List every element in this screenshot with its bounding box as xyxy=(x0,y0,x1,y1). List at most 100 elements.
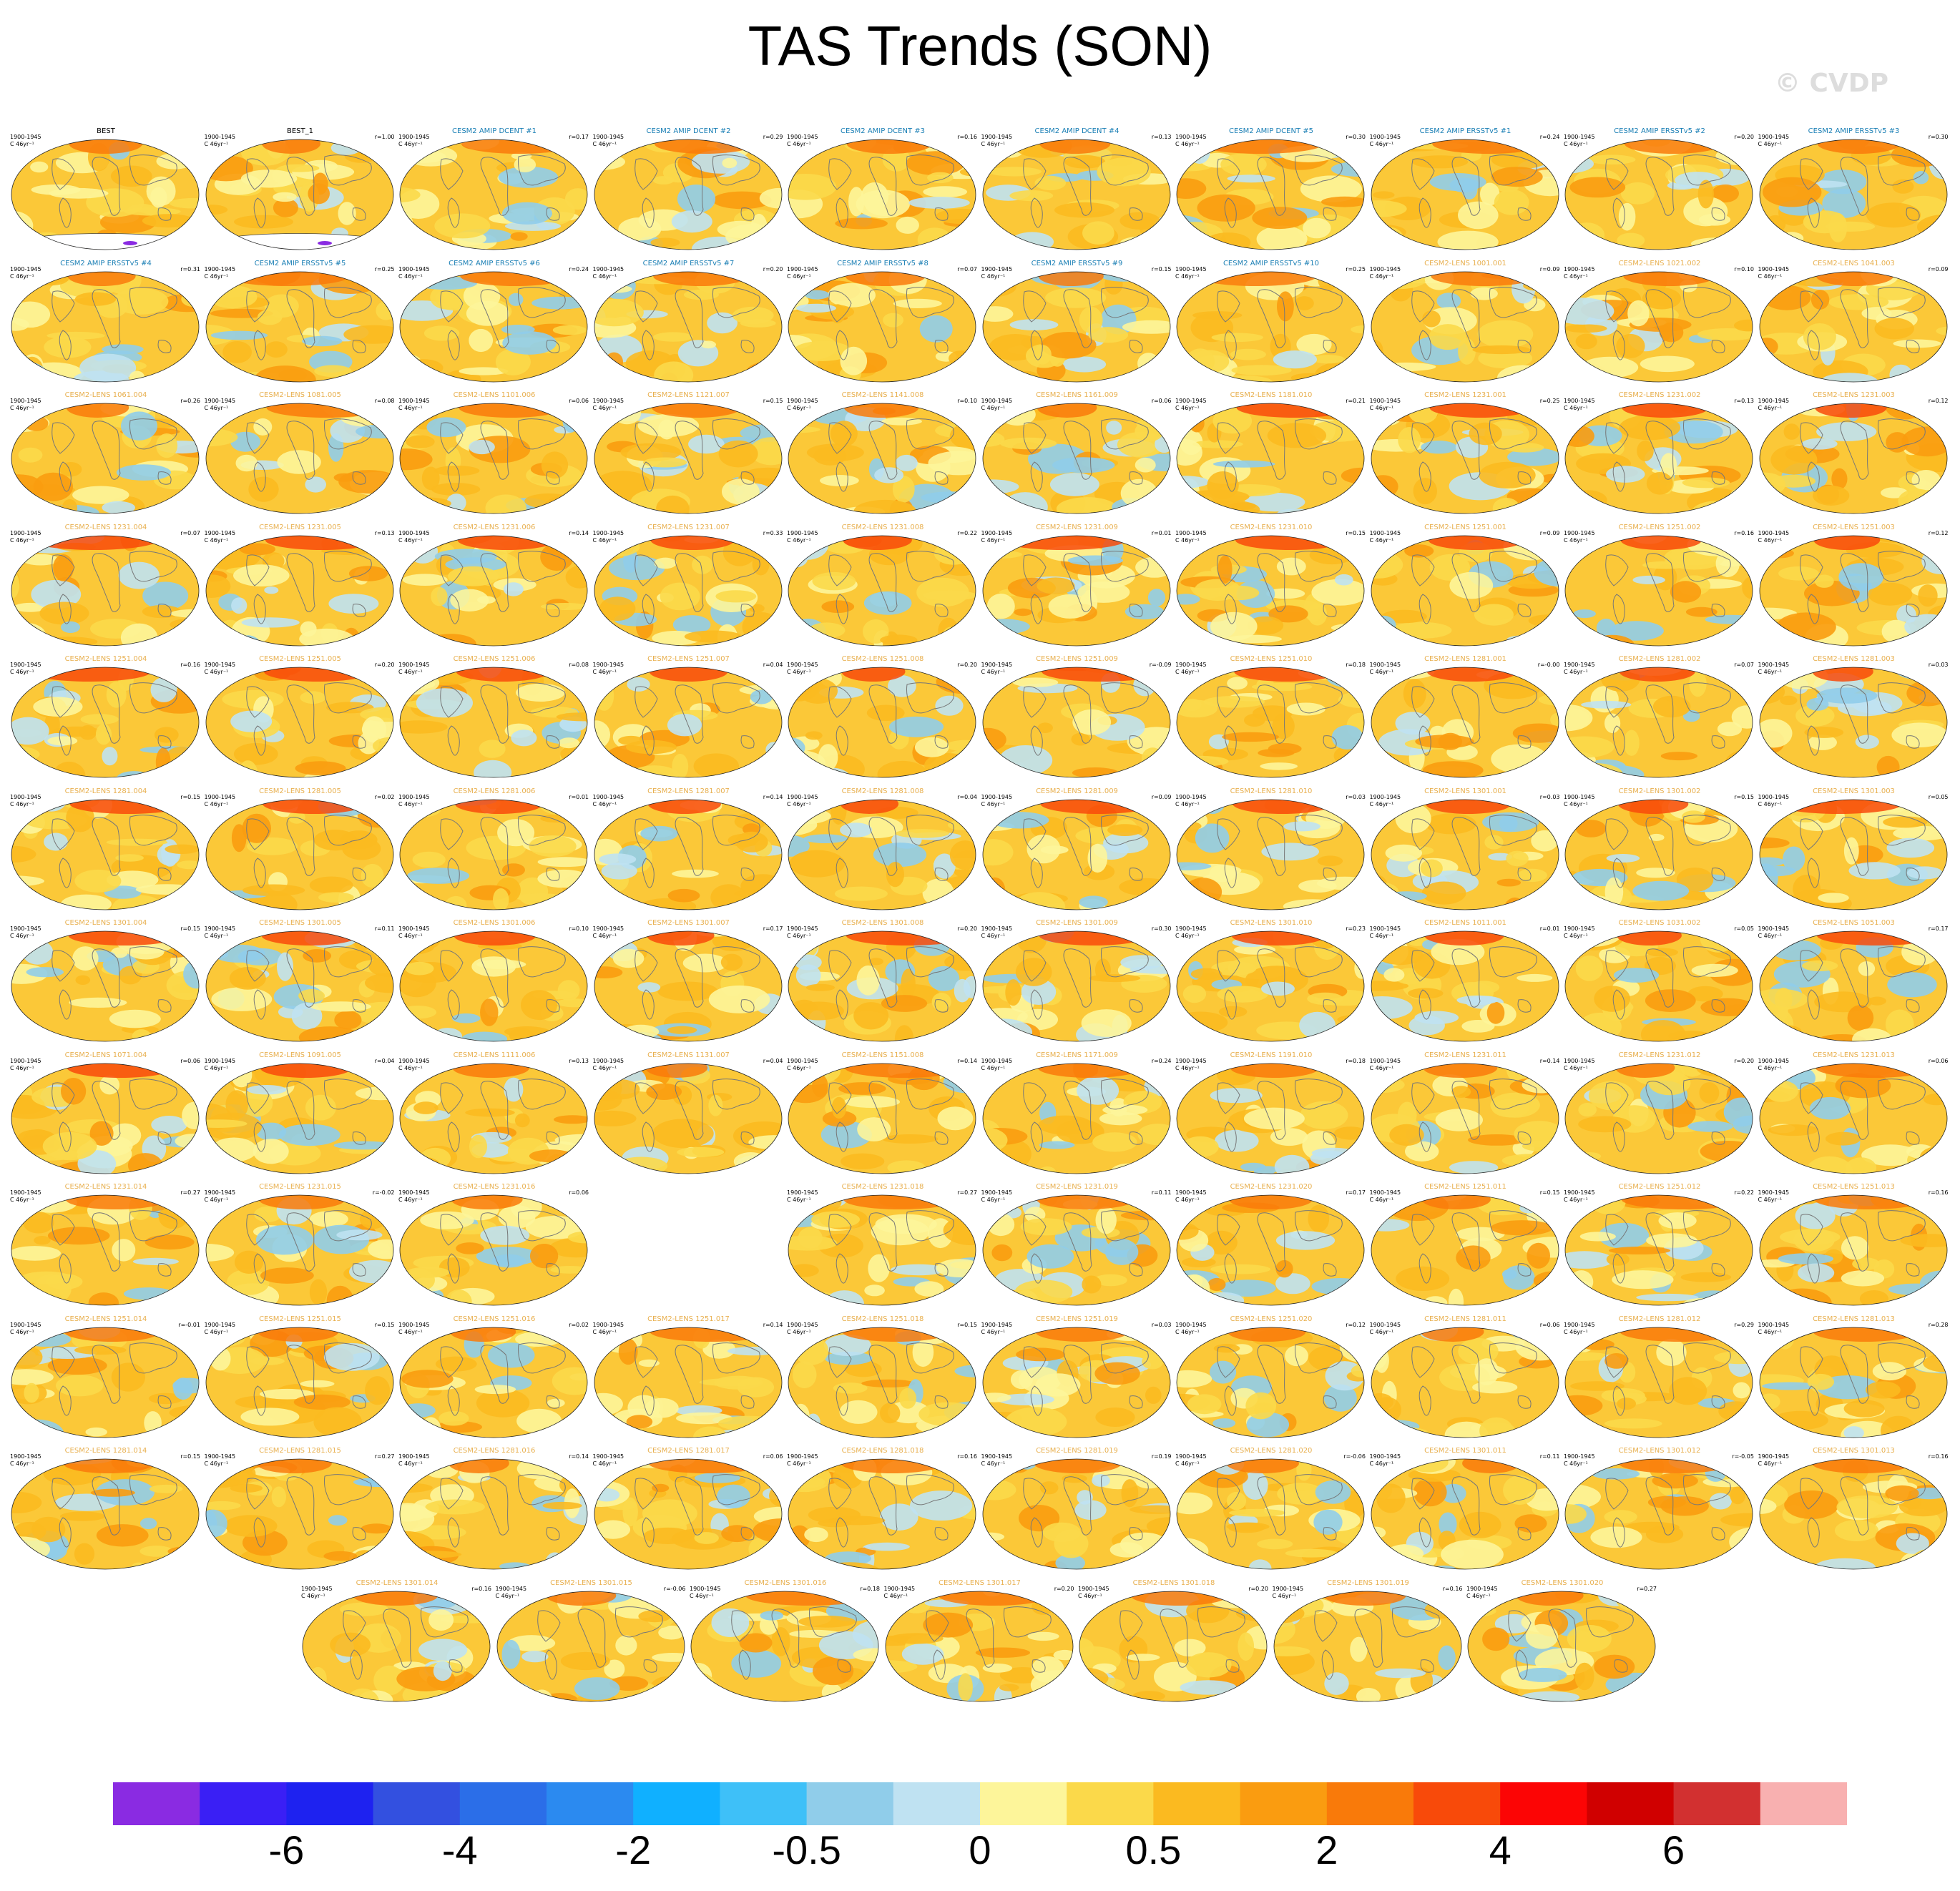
map-panel: CESM2-LENS 1231.016 1900-1945 C 46yr⁻¹ r=0… xyxy=(398,1183,590,1312)
trend-map xyxy=(788,1063,976,1174)
panel-period: 1900-1945 C 46yr⁻¹ xyxy=(1564,1057,1595,1071)
trend-map xyxy=(1759,930,1947,1042)
trend-map xyxy=(594,1327,782,1438)
map-panel: BEST 1900-1945 C 46yr⁻¹ xyxy=(10,127,202,256)
panel-period: 1900-1945 C 46yr⁻¹ xyxy=(204,134,236,147)
trend-map xyxy=(302,1591,491,1701)
map-panel: CESM2-LENS 1281.004 1900-1945 C 46yr⁻¹ r=0… xyxy=(10,787,202,916)
panel-title: CESM2-LENS 1101.006 xyxy=(453,391,536,399)
panel-title: CESM2-LENS 1231.014 xyxy=(64,1183,147,1191)
panel-period: 1900-1945 C 46yr⁻¹ xyxy=(1369,134,1401,147)
panel-period: 1900-1945 C 46yr⁻¹ xyxy=(592,1057,624,1071)
map-panel: CESM2 AMIP ERSSTv5 #10 1900-1945 C 46yr⁻¹… xyxy=(1175,260,1367,388)
panel-period: 1900-1945 C 46yr⁻¹ xyxy=(1369,925,1401,939)
panel-correlation: r=0.16 xyxy=(957,1453,977,1460)
trend-map xyxy=(1564,1194,1753,1306)
panel-title: CESM2-LENS 1231.005 xyxy=(259,523,341,531)
map-panel: CESM2 AMIP DCENT #5 1900-1945 C 46yr⁻¹ r=0… xyxy=(1175,127,1367,256)
panel-period: 1900-1945 C 46yr⁻¹ xyxy=(495,1585,527,1599)
panel-correlation: r=0.27 xyxy=(374,1453,395,1460)
panel-title: CESM2-LENS 1041.003 xyxy=(1813,259,1895,267)
panel-period: 1900-1945 C 46yr⁻¹ xyxy=(592,398,624,411)
panel-period: 1900-1945 C 46yr⁻¹ xyxy=(1175,1057,1207,1071)
panel-correlation: r=0.02 xyxy=(569,1321,589,1328)
panel-correlation: r=0.04 xyxy=(957,793,977,800)
panel-title: CESM2-LENS 1031.002 xyxy=(1618,919,1701,927)
map-panel: CESM2-LENS 1281.005 1900-1945 C 46yr⁻¹ r=0… xyxy=(205,787,396,916)
panel-period: 1900-1945 C 46yr⁻¹ xyxy=(10,265,41,280)
map-panel: CESM2-LENS 1111.006 1900-1945 C 46yr⁻¹ r=0… xyxy=(398,1051,590,1180)
trend-map xyxy=(1371,799,1559,910)
colorbar-swatch xyxy=(806,1782,894,1825)
trend-map xyxy=(11,667,200,778)
panel-correlation: r=0.16 xyxy=(180,662,200,668)
map-panel: CESM2-LENS 1301.016 1900-1945 C 46yr⁻¹ r=0… xyxy=(690,1579,881,1708)
panel-period: 1900-1945 C 46yr⁻¹ xyxy=(1564,662,1595,675)
panel-title: CESM2-LENS 1281.002 xyxy=(1618,655,1701,663)
panel-correlation: r=0.11 xyxy=(1151,1189,1172,1196)
panel-period: 1900-1945 C 46yr⁻¹ xyxy=(592,134,624,147)
trend-map xyxy=(1759,1327,1947,1438)
panel-title: CESM2-LENS 1251.008 xyxy=(841,655,924,663)
panel-period: 1900-1945 C 46yr⁻¹ xyxy=(204,265,236,280)
map-panel: CESM2-LENS 1301.007 1900-1945 C 46yr⁻¹ r=0… xyxy=(593,919,785,1048)
trend-map xyxy=(1176,1458,1365,1570)
trend-map xyxy=(1273,1591,1461,1701)
panel-correlation: r=0.07 xyxy=(957,265,977,272)
panel-period: 1900-1945 C 46yr⁻¹ xyxy=(981,1057,1013,1071)
map-panel: CESM2-LENS 1251.006 1900-1945 C 46yr⁻¹ r=0… xyxy=(398,655,590,784)
trend-map xyxy=(205,535,393,646)
trend-map xyxy=(1564,1458,1753,1570)
panel-period: 1900-1945 C 46yr⁻¹ xyxy=(787,134,818,147)
panel-title: CESM2-LENS 1251.011 xyxy=(1424,1183,1506,1191)
panel-title: CESM2-LENS 1251.018 xyxy=(841,1315,924,1323)
panel-title: CESM2-LENS 1231.020 xyxy=(1230,1183,1313,1191)
panel-title: CESM2-LENS 1011.001 xyxy=(1424,919,1506,927)
colorbar-tick-label: -2 xyxy=(615,1827,652,1872)
panel-correlation: r=0.25 xyxy=(1346,265,1366,272)
map-panel: CESM2-LENS 1251.018 1900-1945 C 46yr⁻¹ r=0… xyxy=(787,1315,979,1444)
panel-period: 1900-1945 C 46yr⁻¹ xyxy=(398,1321,430,1335)
map-panel: CESM2-LENS 1301.008 1900-1945 C 46yr⁻¹ r=0… xyxy=(787,919,979,1048)
map-panel: CESM2-LENS 1301.002 1900-1945 C 46yr⁻¹ r=0… xyxy=(1564,787,1755,916)
trend-map xyxy=(1371,1063,1559,1174)
panel-period: 1900-1945 C 46yr⁻¹ xyxy=(592,1321,624,1335)
panel-period: 1900-1945 C 46yr⁻¹ xyxy=(204,925,236,939)
panel-title: CESM2-LENS 1301.014 xyxy=(356,1578,438,1587)
panel-period: 1900-1945 C 46yr⁻¹ xyxy=(398,662,430,675)
panel-correlation: r=0.12 xyxy=(1928,398,1949,404)
map-panel: CESM2-LENS 1161.009 1900-1945 C 46yr⁻¹ r=0… xyxy=(981,391,1173,520)
map-panel: CESM2-LENS 1251.017 1900-1945 C 46yr⁻¹ r=0… xyxy=(593,1315,785,1444)
panel-correlation: r=0.16 xyxy=(1442,1585,1463,1592)
colorbar-swatch xyxy=(1760,1782,1847,1825)
colorbar-swatch xyxy=(893,1782,981,1825)
panel-correlation: r=0.16 xyxy=(1928,1189,1949,1196)
map-panel: CESM2-LENS 1301.005 1900-1945 C 46yr⁻¹ r=0… xyxy=(205,919,396,1048)
panel-period: 1900-1945 C 46yr⁻¹ xyxy=(1369,1057,1401,1071)
map-panel: CESM2 AMIP ERSSTv5 #7 1900-1945 C 46yr⁻¹ r… xyxy=(593,260,785,388)
map-panel: CESM2-LENS 1231.008 1900-1945 C 46yr⁻¹ r=0… xyxy=(787,524,979,652)
panel-period: 1900-1945 C 46yr⁻¹ xyxy=(10,1321,41,1335)
panel-correlation: r=0.14 xyxy=(569,529,589,536)
panel-title: CESM2-LENS 1061.004 xyxy=(64,391,147,399)
map-panel: CESM2-LENS 1081.005 1900-1945 C 46yr⁻¹ r=0… xyxy=(205,391,396,520)
panel-correlation: r=0.27 xyxy=(957,1189,977,1196)
panel-title: CESM2 AMIP ERSSTv5 #1 xyxy=(1419,127,1511,135)
panel-period: 1900-1945 C 46yr⁻¹ xyxy=(1175,265,1207,280)
trend-map xyxy=(1467,1591,1656,1701)
panel-correlation: r=0.06 xyxy=(1151,398,1172,404)
panel-correlation: r=0.16 xyxy=(471,1585,491,1592)
panel-period: 1900-1945 C 46yr⁻¹ xyxy=(1564,793,1595,807)
panel-period: 1900-1945 C 46yr⁻¹ xyxy=(787,793,818,807)
panel-title: CESM2-LENS 1251.019 xyxy=(1036,1315,1118,1323)
panel-correlation: r=0.18 xyxy=(860,1585,880,1592)
colorbar-swatch xyxy=(1587,1782,1675,1825)
colorbar-tick-label: -0.5 xyxy=(772,1827,841,1872)
panel-correlation: r=0.20 xyxy=(1248,1585,1268,1592)
panel-title: CESM2-LENS 1081.005 xyxy=(259,391,341,399)
trend-map xyxy=(11,1194,200,1306)
map-panel: CESM2 AMIP DCENT #1 1900-1945 C 46yr⁻¹ r=0… xyxy=(398,127,590,256)
panel-correlation: r=0.17 xyxy=(569,134,589,140)
trend-map xyxy=(1176,271,1365,382)
panel-title: CESM2 AMIP DCENT #1 xyxy=(452,127,536,135)
